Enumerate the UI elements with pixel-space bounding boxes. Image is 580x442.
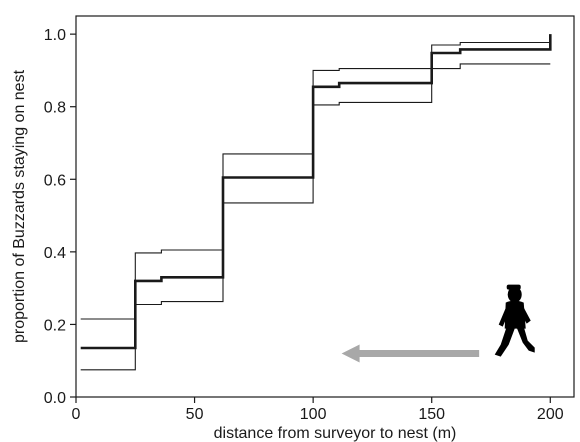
series-estimate [80,34,552,350]
y-axis-title: proportion of Buzzards staying on nest [11,69,28,343]
x-tick-label: 100 [300,406,327,423]
y-tick-label: 0.4 [44,245,66,262]
x-tick-label: 50 [186,406,204,423]
y-tick-label: 0.8 [44,100,66,117]
y-tick-label: 1.0 [44,27,66,44]
walking-person-icon [494,284,535,357]
x-tick-label: 200 [537,406,564,423]
series-upper-bound [80,41,551,320]
plot-frame [75,15,575,398]
y-tick-label: 0.0 [44,390,66,407]
y-tick-label: 0.6 [44,172,66,189]
approach-arrow-head [341,344,360,363]
x-tick-label: 0 [72,406,81,423]
series-lower-bound [80,63,551,371]
x-axis-title: distance from surveyor to nest (m) [214,425,457,442]
y-tick-label: 0.2 [44,317,66,334]
x-tick-label: 150 [418,406,445,423]
